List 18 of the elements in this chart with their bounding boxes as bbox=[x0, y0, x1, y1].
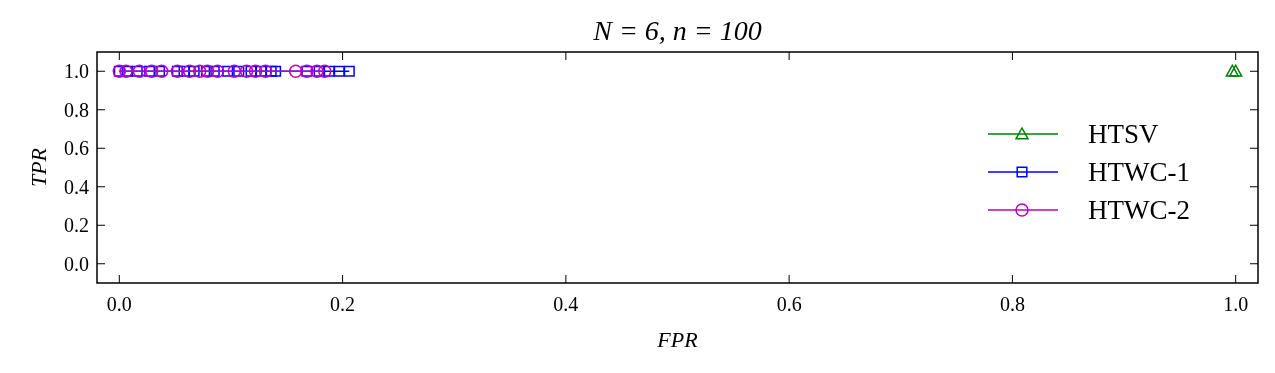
y-tick-label: 1.0 bbox=[64, 60, 89, 83]
x-tick-label: 0.2 bbox=[330, 293, 356, 315]
x-axis-title: FPR bbox=[656, 327, 699, 352]
x-tick-label: 0.8 bbox=[999, 293, 1025, 315]
legend-label: HTWC-1 bbox=[1088, 157, 1190, 187]
y-tick-label: 0.2 bbox=[64, 214, 89, 237]
x-tick-label: 0.6 bbox=[776, 293, 802, 315]
y-tick-label: 0.8 bbox=[64, 98, 89, 121]
y-tick-label: 0.4 bbox=[64, 175, 89, 198]
y-tick-label: 0.0 bbox=[64, 252, 89, 275]
legend-label: HTWC-2 bbox=[1088, 195, 1190, 225]
x-tick-label: 0.0 bbox=[106, 293, 132, 315]
y-axis-title: TPR bbox=[26, 147, 51, 188]
chart-title: N = 6, n = 100 bbox=[592, 15, 762, 46]
legend-label: HTSV bbox=[1088, 119, 1160, 149]
x-tick-label: 0.4 bbox=[553, 293, 579, 315]
y-tick-label: 0.6 bbox=[64, 137, 89, 160]
x-tick-label: 1.0 bbox=[1223, 293, 1249, 315]
